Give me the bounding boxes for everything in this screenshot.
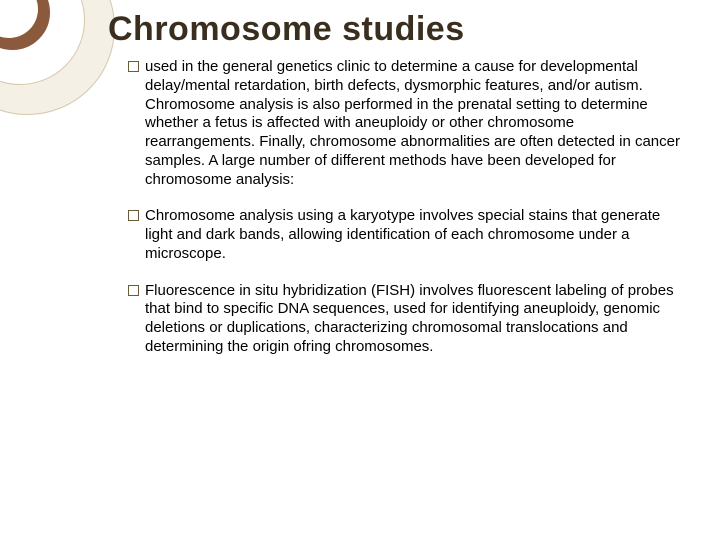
- slide-title: Chromosome studies: [108, 10, 465, 49]
- bullet-text: Chromosome analysis using a karyotype in…: [145, 207, 683, 263]
- bullet-text: Fluorescence in situ hybridization (FISH…: [145, 282, 683, 357]
- bullet-marker-icon: [128, 61, 139, 72]
- bullet-item: Chromosome analysis using a karyotype in…: [128, 207, 683, 263]
- bullet-item: Fluorescence in situ hybridization (FISH…: [128, 282, 683, 357]
- bullet-item: used in the general genetics clinic to d…: [128, 58, 683, 189]
- slide-body: used in the general genetics clinic to d…: [128, 58, 683, 375]
- bullet-marker-icon: [128, 285, 139, 296]
- bullet-marker-icon: [128, 210, 139, 221]
- bullet-text: used in the general genetics clinic to d…: [145, 58, 683, 189]
